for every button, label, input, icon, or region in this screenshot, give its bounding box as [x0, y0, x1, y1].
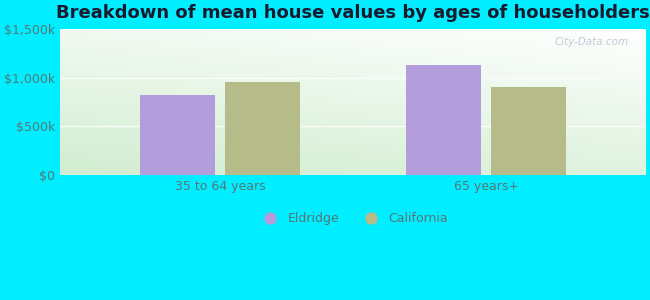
- Bar: [491, 87, 566, 175]
- Title: Breakdown of mean house values by ages of householders: Breakdown of mean house values by ages o…: [56, 4, 650, 22]
- Bar: [406, 65, 481, 175]
- Text: City-Data.com: City-Data.com: [554, 37, 629, 46]
- Bar: [225, 82, 300, 175]
- Legend: Eldridge, California: Eldridge, California: [253, 207, 453, 230]
- Bar: [140, 95, 214, 175]
